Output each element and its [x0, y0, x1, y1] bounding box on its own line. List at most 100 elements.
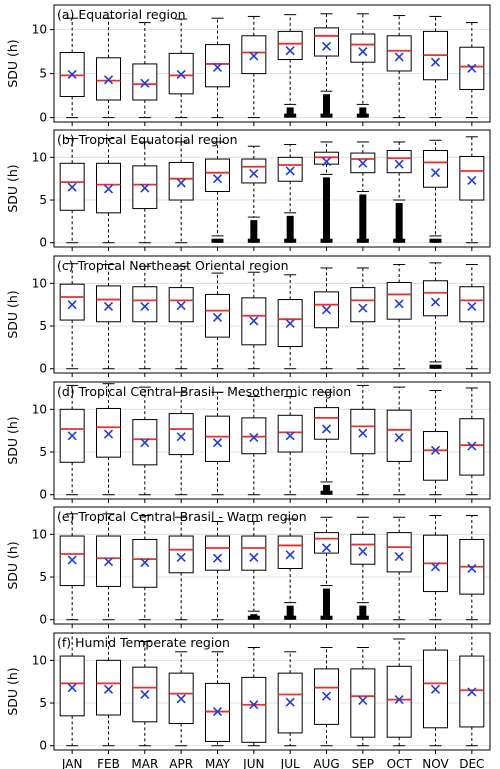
mean-marker [467, 687, 477, 697]
mean-marker [467, 301, 477, 311]
mean-marker [140, 78, 150, 88]
box-oct [386, 516, 412, 621]
x-tick-label-mar: MAR [131, 757, 158, 769]
box-jul [277, 14, 303, 118]
x-tick-label-dec: DEC [459, 757, 484, 769]
x-tick-label-feb: FEB [97, 757, 120, 769]
box-sep [350, 267, 376, 370]
outlier-base [356, 238, 369, 243]
box-sep [350, 141, 376, 243]
outlier-cluster [359, 194, 367, 243]
box-iqr [386, 532, 412, 573]
box-feb [96, 138, 121, 244]
box-feb [96, 632, 121, 747]
box-iqr [386, 281, 412, 320]
panel-title: (a) Equatorial region [57, 7, 186, 22]
box-sep [350, 13, 376, 118]
box-iqr [423, 431, 448, 481]
box-dec [459, 632, 485, 747]
mean-marker [358, 695, 368, 706]
box-nov [423, 390, 448, 496]
y-tick-label: 0 [39, 613, 47, 627]
mean-marker [103, 75, 114, 85]
outlier-base [429, 238, 442, 243]
box-iqr [168, 535, 194, 574]
box-iqr [350, 408, 376, 455]
mean-marker [103, 184, 114, 194]
box-iqr [386, 665, 412, 738]
panel-e: (e) Tropical Central Brasil - Warm regio… [5, 506, 491, 628]
plot-frame [53, 632, 491, 751]
box-jun [241, 145, 267, 243]
box-jul [277, 396, 303, 496]
x-tick-label-jul: JUL [280, 757, 300, 769]
plot-frame [53, 255, 491, 374]
panel-b: (b) Tropical Equatorial region 0 5 10 SDU (h… [5, 129, 491, 251]
y-axis-label: SDU (h) [5, 164, 20, 212]
mean-marker [321, 691, 332, 701]
outlier-cluster [395, 203, 403, 243]
mean-marker [321, 543, 332, 553]
mean-marker [430, 562, 441, 572]
y-tick-label: 10 [32, 527, 47, 541]
mean-marker [176, 178, 186, 188]
mean-marker [67, 683, 77, 693]
box-aug [314, 516, 339, 620]
box-iqr [241, 35, 267, 75]
box-sep [350, 384, 376, 496]
box-iqr [314, 27, 339, 57]
box-iqr [277, 156, 303, 182]
box-may [205, 391, 230, 496]
box-may [205, 651, 230, 747]
box-nov [423, 262, 448, 369]
y-tick-label: 10 [32, 276, 47, 290]
box-mar [132, 515, 158, 621]
box-iqr [96, 659, 121, 716]
outlier-cluster [359, 107, 367, 118]
mean-marker [321, 424, 332, 434]
outlier-base [320, 490, 333, 495]
box-oct [386, 15, 412, 119]
mean-marker [285, 166, 295, 176]
y-tick-label: 10 [32, 23, 47, 37]
mean-marker [103, 557, 114, 567]
box-apr [168, 265, 194, 370]
box-feb [96, 513, 121, 621]
box-iqr [205, 293, 230, 338]
outlier-base [356, 615, 369, 620]
plot-frame [53, 129, 491, 248]
box-iqr [386, 409, 412, 462]
box-iqr [350, 533, 376, 565]
mean-marker [67, 555, 77, 565]
mean-marker [394, 695, 404, 705]
panel-title: (d) Tropical Central Brasil - Mesothermi… [57, 384, 351, 399]
mean-marker [249, 432, 259, 443]
mean-marker [212, 62, 223, 73]
box-iqr [96, 285, 121, 323]
mean-marker [67, 431, 77, 441]
box-iqr [277, 535, 303, 569]
mean-marker [249, 700, 259, 710]
outlier-cluster [323, 94, 330, 118]
y-axis-label: SDU (h) [5, 290, 20, 338]
box-jun [241, 647, 267, 747]
outlier-base [211, 238, 224, 243]
y-tick-label: 0 [39, 236, 47, 250]
box-dec [459, 22, 485, 119]
box-iqr [132, 286, 158, 323]
box-oct [386, 264, 412, 370]
mean-marker [176, 694, 186, 704]
box-aug [314, 647, 339, 747]
outlier-base [284, 615, 297, 620]
box-sep [350, 516, 376, 620]
box-jan [59, 263, 85, 370]
panel-a: (a) Equatorial region 0 5 10 SDU (h) [5, 4, 491, 126]
box-apr [168, 516, 194, 621]
box-aug [314, 267, 339, 370]
panel-d: (d) Tropical Central Brasil - Mesothermi… [5, 381, 491, 503]
box-dec [459, 264, 485, 370]
mean-marker [140, 301, 150, 311]
mean-marker [103, 684, 114, 694]
y-tick-label: 10 [32, 653, 47, 667]
mean-marker [285, 697, 295, 707]
